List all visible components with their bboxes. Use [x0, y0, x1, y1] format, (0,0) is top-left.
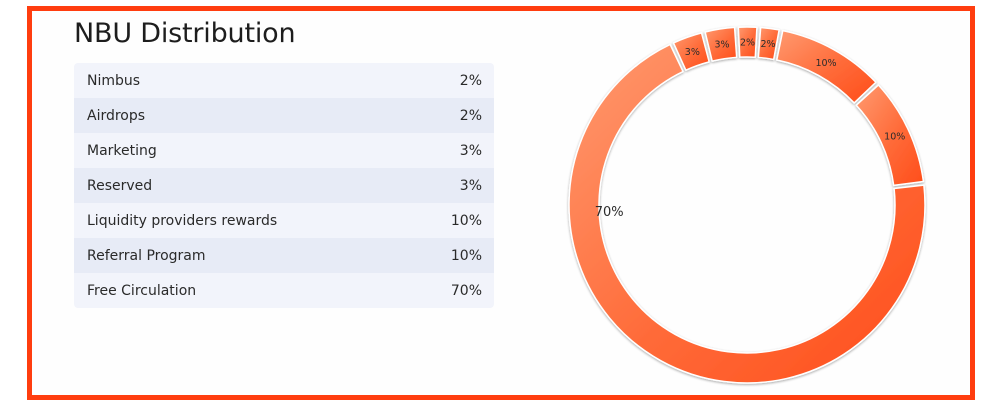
- row-value: 70%: [450, 282, 482, 299]
- table-row: Reserved 3%: [74, 168, 494, 203]
- pie-slice-reserved: [704, 26, 738, 62]
- row-label: Reserved: [87, 177, 153, 194]
- slice-value-label: 10%: [815, 58, 836, 69]
- row-value: 3%: [459, 177, 482, 194]
- table-row: Free Circulation 70%: [74, 273, 494, 308]
- table-row: Referral Program 10%: [74, 238, 494, 273]
- row-label: Referral Program: [87, 247, 206, 264]
- table-row: Liquidity providers rewards 10%: [74, 203, 494, 238]
- slice-value-label: 70%: [595, 205, 624, 220]
- pie-slice-liquidity-providers-rewards: [776, 29, 877, 104]
- slice-value-label: 2%: [740, 38, 755, 49]
- distribution-table: Nimbus 2% Airdrops 2% Marketing 3% Reser…: [74, 63, 494, 308]
- page-title: NBU Distribution: [74, 18, 296, 49]
- pie-slice-nimbus: [737, 26, 758, 58]
- donut-chart: 3% 3% 2% 2% 10% 10% 70%: [568, 26, 926, 384]
- row-label: Marketing: [87, 142, 157, 159]
- pie-slice-airdrops: [757, 26, 780, 61]
- row-label: Liquidity providers rewards: [87, 212, 278, 229]
- slice-value-label: 3%: [685, 47, 700, 58]
- slice-value-label: 2%: [760, 39, 775, 50]
- row-label: Free Circulation: [87, 282, 197, 299]
- slice-value-label: 3%: [715, 39, 730, 50]
- row-label: Nimbus: [87, 72, 141, 89]
- pie-slice-referral-program: [855, 84, 925, 187]
- slice-value-label: 10%: [884, 132, 905, 143]
- table-row: Airdrops 2%: [74, 98, 494, 133]
- pie-slice-marketing: [672, 32, 710, 71]
- row-value: 2%: [459, 72, 482, 89]
- pie-slice-free-circulation: [568, 43, 926, 384]
- row-label: Airdrops: [87, 107, 146, 124]
- table-row: Nimbus 2%: [74, 63, 494, 98]
- table-row: Marketing 3%: [74, 133, 494, 168]
- row-value: 3%: [459, 142, 482, 159]
- row-value: 10%: [450, 247, 482, 264]
- row-value: 10%: [450, 212, 482, 229]
- row-value: 2%: [459, 107, 482, 124]
